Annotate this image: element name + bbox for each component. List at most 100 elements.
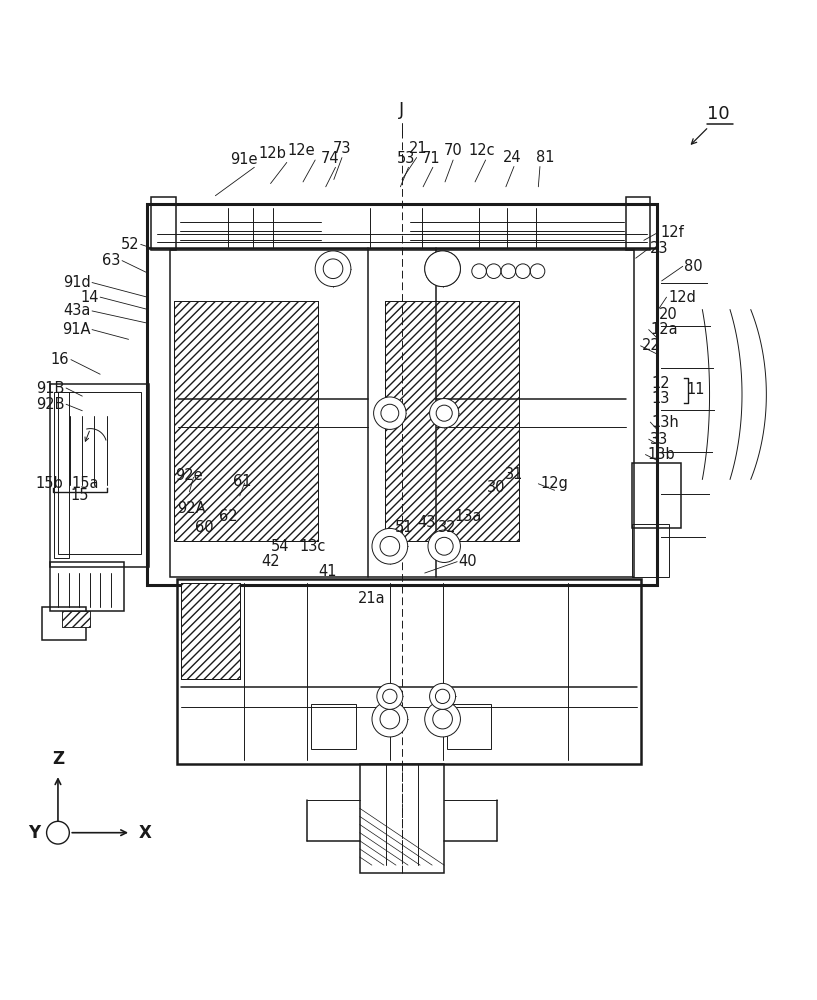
Text: 91d: 91d bbox=[63, 275, 91, 290]
Text: 91e: 91e bbox=[230, 152, 257, 167]
Text: 12e: 12e bbox=[288, 143, 315, 158]
Bar bbox=[632, 524, 669, 577]
Bar bbox=[50, 562, 124, 611]
Text: 12c: 12c bbox=[468, 143, 495, 158]
Text: 92A: 92A bbox=[176, 501, 205, 516]
Circle shape bbox=[433, 709, 453, 729]
Text: 92e: 92e bbox=[176, 468, 203, 483]
Text: 12: 12 bbox=[652, 376, 671, 391]
Text: 21a: 21a bbox=[358, 591, 386, 606]
Bar bbox=[181, 583, 239, 679]
Text: 15a: 15a bbox=[71, 476, 99, 491]
Text: 71: 71 bbox=[422, 151, 440, 166]
Text: 13a: 13a bbox=[455, 509, 482, 524]
Text: 51: 51 bbox=[395, 520, 413, 535]
Text: 15: 15 bbox=[70, 488, 89, 503]
Text: 53: 53 bbox=[397, 151, 415, 166]
Circle shape bbox=[324, 259, 343, 279]
Text: 61: 61 bbox=[233, 474, 252, 489]
Bar bbox=[174, 301, 319, 541]
Text: 42: 42 bbox=[261, 554, 280, 569]
Text: 91A: 91A bbox=[62, 322, 91, 337]
Bar bbox=[311, 704, 355, 749]
Text: 43: 43 bbox=[417, 515, 435, 530]
Text: 20: 20 bbox=[659, 307, 677, 322]
Text: 81: 81 bbox=[536, 150, 554, 165]
Circle shape bbox=[380, 709, 400, 729]
Bar bbox=[147, 204, 657, 585]
Text: J: J bbox=[400, 101, 404, 119]
Text: 13h: 13h bbox=[652, 415, 680, 430]
Circle shape bbox=[315, 251, 350, 287]
Circle shape bbox=[372, 528, 408, 564]
Circle shape bbox=[430, 399, 459, 428]
Bar bbox=[177, 579, 641, 764]
Circle shape bbox=[436, 405, 453, 421]
Text: 12a: 12a bbox=[650, 322, 678, 337]
Circle shape bbox=[425, 251, 461, 287]
Bar bbox=[632, 463, 681, 528]
Bar bbox=[54, 392, 69, 558]
Text: 74: 74 bbox=[320, 151, 339, 166]
Circle shape bbox=[425, 701, 461, 737]
Bar bbox=[385, 301, 519, 541]
Bar bbox=[62, 611, 91, 627]
Circle shape bbox=[47, 821, 69, 844]
Text: 33: 33 bbox=[650, 432, 668, 447]
Text: 13c: 13c bbox=[300, 539, 326, 554]
Text: 70: 70 bbox=[444, 143, 462, 158]
Bar bbox=[62, 611, 91, 627]
Text: 40: 40 bbox=[459, 554, 477, 569]
Text: 11: 11 bbox=[686, 382, 704, 397]
Text: 43a: 43a bbox=[63, 303, 91, 318]
Circle shape bbox=[425, 251, 461, 287]
Circle shape bbox=[381, 404, 399, 422]
Text: 60: 60 bbox=[194, 520, 213, 535]
Text: Z: Z bbox=[52, 750, 64, 768]
Circle shape bbox=[435, 537, 453, 555]
Text: X: X bbox=[139, 824, 152, 842]
Text: 22: 22 bbox=[642, 338, 661, 353]
Text: 15b: 15b bbox=[36, 476, 64, 491]
Text: 62: 62 bbox=[219, 509, 238, 524]
Bar bbox=[147, 204, 657, 248]
Text: 12d: 12d bbox=[668, 290, 696, 305]
Circle shape bbox=[433, 259, 453, 279]
Bar bbox=[151, 197, 176, 250]
Bar bbox=[447, 704, 491, 749]
Text: 91B: 91B bbox=[36, 381, 65, 396]
Text: 30: 30 bbox=[487, 480, 506, 495]
Text: 14: 14 bbox=[80, 290, 99, 305]
Text: 52: 52 bbox=[120, 237, 139, 252]
Text: 32: 32 bbox=[438, 520, 457, 535]
Bar bbox=[359, 764, 444, 873]
Text: 63: 63 bbox=[102, 253, 120, 268]
Text: 54: 54 bbox=[271, 539, 289, 554]
Circle shape bbox=[380, 536, 400, 556]
Text: 12g: 12g bbox=[540, 476, 568, 491]
Text: 12f: 12f bbox=[660, 225, 684, 240]
Circle shape bbox=[382, 689, 397, 704]
Text: 23: 23 bbox=[650, 241, 669, 256]
Text: 24: 24 bbox=[503, 150, 522, 165]
Bar bbox=[626, 197, 650, 250]
Text: Y: Y bbox=[28, 824, 40, 842]
Circle shape bbox=[372, 701, 408, 737]
Text: 41: 41 bbox=[318, 564, 337, 579]
Circle shape bbox=[373, 397, 406, 429]
Circle shape bbox=[435, 689, 449, 704]
Bar bbox=[170, 250, 634, 577]
Text: 10: 10 bbox=[708, 105, 730, 123]
Text: 80: 80 bbox=[685, 259, 703, 274]
Circle shape bbox=[430, 683, 456, 709]
Text: 13b: 13b bbox=[647, 447, 675, 462]
Bar bbox=[58, 392, 141, 554]
Bar bbox=[50, 384, 149, 567]
Text: 21: 21 bbox=[409, 141, 427, 156]
Text: 92B: 92B bbox=[36, 397, 65, 412]
Circle shape bbox=[428, 530, 461, 562]
Text: 13: 13 bbox=[652, 391, 670, 406]
Text: 16: 16 bbox=[51, 352, 69, 367]
Bar bbox=[42, 607, 87, 640]
Text: 73: 73 bbox=[333, 141, 351, 156]
